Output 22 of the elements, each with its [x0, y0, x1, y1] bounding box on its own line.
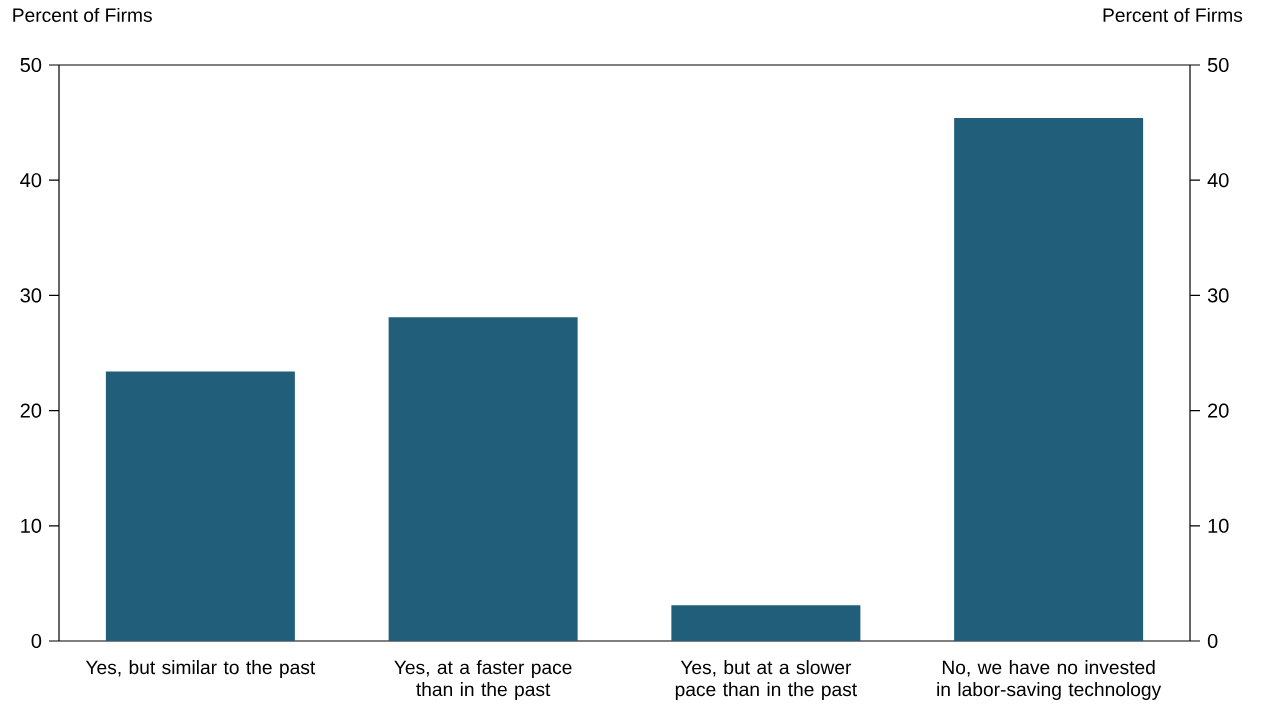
y-tick-label: 30	[20, 288, 42, 303]
y-tick-label: 40	[20, 173, 42, 188]
y2-tick-label: 30	[1207, 288, 1229, 303]
x-tick-label: Yes, but similar to the past	[85, 660, 316, 678]
bar	[388, 317, 578, 641]
x-tick-label: No, we have no invested in labor-saving technology	[937, 660, 1162, 700]
bar	[954, 118, 1144, 641]
y-tick-label: 0	[31, 633, 42, 649]
y2-axis-title: Percent of Firms	[1103, 7, 1243, 22]
y-axis-title: Percent of Firms	[13, 7, 152, 22]
y-tick-label: 50	[20, 57, 42, 73]
y2-tick-label: 10	[1208, 518, 1229, 533]
bar	[671, 605, 861, 641]
x-tick-label: Yes, at a faster pace than in the past	[394, 660, 572, 700]
bar	[105, 371, 295, 641]
y-tick-label: 20	[20, 403, 42, 418]
y2-tick-label: 40	[1207, 173, 1229, 188]
y2-tick-label: 50	[1207, 57, 1229, 73]
x-tick-label: Yes, but at a slower pace than in the past	[675, 660, 857, 700]
y2-tick-label: 0	[1207, 633, 1218, 649]
y-tick-label: 10	[21, 518, 42, 533]
y2-tick-label: 20	[1208, 403, 1229, 418]
